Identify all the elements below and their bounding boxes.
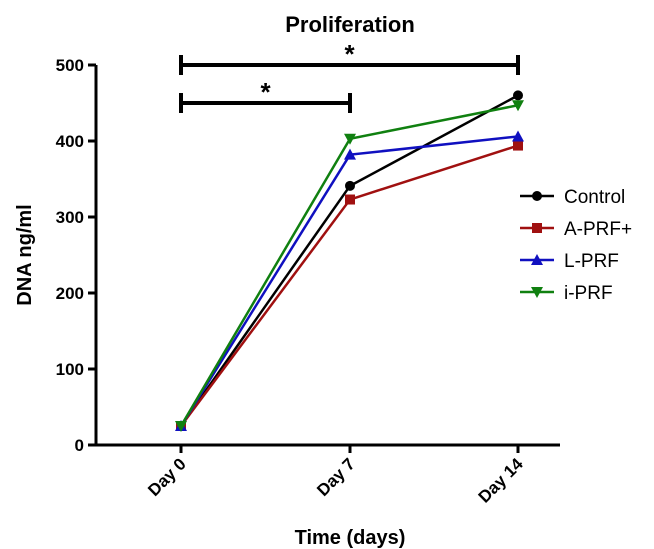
legend-swatch-marker <box>531 254 543 265</box>
data-point <box>344 133 356 145</box>
legend: Control A-PRF+ L-PRF i-PRF <box>520 187 632 304</box>
y-tick-label: 200 <box>56 284 84 303</box>
x-axis-label: Time (days) <box>295 527 406 549</box>
series-group <box>175 90 524 432</box>
chart-title: Proliferation <box>285 12 415 37</box>
x-tick-label: Day 14 <box>475 454 528 507</box>
y-axis-label: DNA ng/ml <box>14 204 36 305</box>
legend-swatch-marker <box>532 191 542 201</box>
y-tick-label: 500 <box>56 56 84 75</box>
data-point <box>512 100 524 112</box>
legend-item: Control <box>520 187 625 208</box>
data-point <box>345 180 355 191</box>
legend-label: A-PRF+ <box>564 219 632 240</box>
data-point <box>175 421 187 432</box>
y-tick-label: 400 <box>56 132 84 151</box>
legend-item: A-PRF+ <box>520 219 632 240</box>
data-point <box>345 194 355 205</box>
y-tick-label: 0 <box>75 436 84 455</box>
data-point <box>344 148 356 160</box>
series-line <box>179 135 519 427</box>
legend-label: L-PRF <box>564 251 619 272</box>
series-i-prf <box>175 100 524 432</box>
legend-label: i-PRF <box>564 283 613 304</box>
legend-swatch-marker <box>531 287 543 298</box>
y-tick-label: 300 <box>56 208 84 227</box>
significance-label: * <box>260 77 271 107</box>
series-l-prf <box>175 130 524 431</box>
significance-brackets: ** <box>179 39 520 113</box>
data-point <box>513 90 523 101</box>
legend-item: i-PRF <box>520 283 613 304</box>
legend-label: Control <box>564 187 625 208</box>
axes: 0 100 200 300 400 500 Day 0 Day 7 Day 14 <box>56 56 560 507</box>
data-point <box>512 130 524 142</box>
legend-item: L-PRF <box>520 251 619 272</box>
significance-label: * <box>344 39 355 69</box>
x-tick-label: Day 7 <box>313 454 359 500</box>
x-tick-label: Day 0 <box>144 454 190 500</box>
legend-swatch-marker <box>532 223 542 233</box>
series-line <box>179 94 519 427</box>
y-tick-label: 100 <box>56 360 84 379</box>
data-point <box>513 140 523 151</box>
